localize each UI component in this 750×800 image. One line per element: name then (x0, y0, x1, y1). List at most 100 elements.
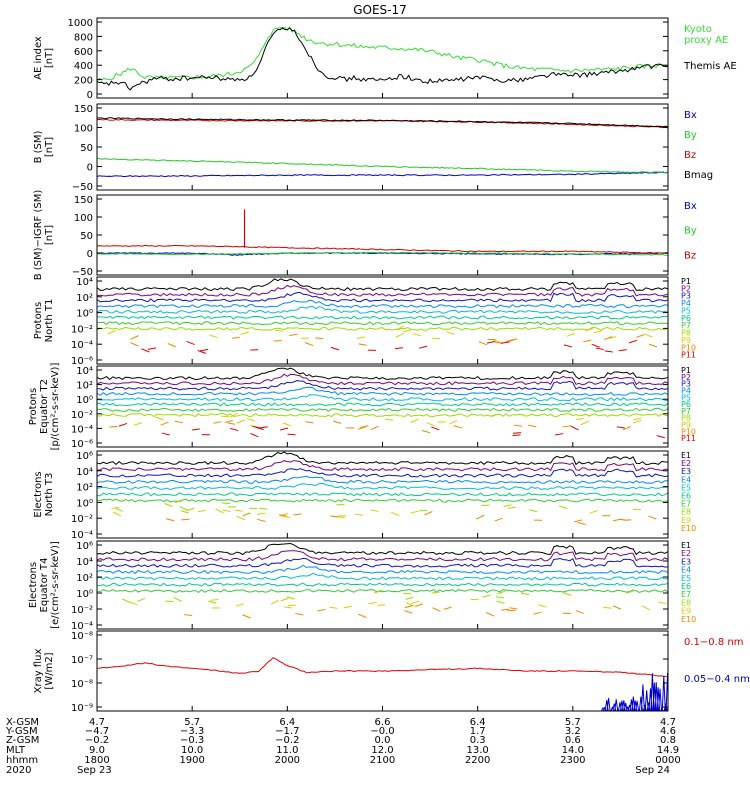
flux-channel-e10 (414, 603, 424, 607)
flux-channel-p8 (97, 412, 668, 418)
flux-channel-e9 (279, 512, 288, 517)
y-tick-label: 10⁻⁶ (71, 356, 93, 367)
flux-channel-p9 (644, 333, 653, 338)
flux-channel-p10 (648, 343, 658, 348)
flux-channel-p5 (97, 305, 668, 314)
x-axis-value: −4.7 (85, 726, 109, 737)
y-tick-label: 10⁴ (76, 557, 93, 568)
y-tick-label: 10⁰ (76, 395, 93, 406)
legend-e2: E2 (681, 459, 691, 468)
y-tick-label: 600 (74, 47, 93, 58)
flux-channel-p11 (618, 349, 627, 352)
flux-channel-p9 (412, 333, 422, 337)
panel-frame (96, 17, 669, 99)
x-axis-value: 5.7 (184, 717, 200, 728)
x-axis-value: 4.6 (660, 726, 676, 737)
legend-entry: 0.1−0.8 nm (684, 637, 743, 648)
legend-entry: Bz (684, 250, 696, 261)
legend-e4: E4 (681, 566, 691, 575)
flux-channel-e10 (404, 610, 413, 614)
legend-e1: E1 (681, 541, 691, 550)
x-axis-value: 2300 (560, 755, 585, 766)
legend-p11: P11 (681, 434, 696, 443)
flux-channel-e9 (111, 506, 120, 510)
flux-channel-p10 (636, 334, 645, 338)
flux-channel-p10 (583, 339, 592, 343)
flux-channel-p9 (209, 334, 218, 339)
flux-channel-e9 (667, 517, 668, 519)
flux-channel-e8 (174, 499, 184, 504)
legend: Bx By Bz Bmag (684, 110, 713, 181)
legend-e6: E6 (681, 582, 691, 591)
flux-channel-p10 (513, 424, 523, 427)
flux-channel-p10 (370, 425, 379, 431)
y-tick-label: 0 (87, 90, 93, 101)
flux-channel-p11 (230, 427, 239, 432)
y-axis-label: ElectronsEquator T4[e/(cm²-s-sr-keV)] (28, 541, 61, 629)
legend-p9: P9 (681, 336, 691, 345)
y-tick-label: 10⁶ (76, 451, 93, 462)
x-axis-value: 1900 (179, 755, 204, 766)
legend-p10: P10 (681, 343, 696, 352)
panel-protons_t2: 10⁴ 10² 10⁰ 10⁻² 10⁻⁴ 10⁻⁶ ProtonsEquator T2[p… (28, 363, 696, 451)
flux-channel-p10 (622, 426, 631, 431)
y-tick-label: 10⁻⁸ (71, 631, 93, 642)
legend-p7: P7 (681, 407, 691, 416)
flux-channel-e9 (236, 515, 246, 521)
flux-channel-p11 (197, 350, 207, 354)
panel-frame (96, 194, 669, 276)
x-axis-value: 11.0 (276, 745, 298, 756)
y-tick-label: 10² (76, 293, 93, 304)
flux-channel-e8 (403, 592, 412, 595)
flux-channel-p11 (255, 426, 264, 431)
flux-channel-e10 (577, 521, 586, 526)
plot-area (97, 278, 668, 354)
flux-channel-p1 (97, 367, 668, 381)
x-axis-value: 4.7 (660, 717, 676, 728)
x-axis-value: 0.3 (470, 735, 486, 746)
y-tick-label: 100 (74, 124, 93, 135)
legend-e8: E8 (681, 508, 691, 517)
flux-channel-e10 (293, 513, 302, 516)
flux-channel-p11 (656, 435, 665, 439)
legend-entry: By (684, 226, 697, 237)
legend-e3: E3 (681, 557, 691, 566)
flux-channel-p10 (528, 424, 537, 428)
flux-channel-p11 (259, 426, 268, 429)
flux-channel-e10 (184, 614, 193, 617)
flux-channel-p10 (289, 333, 298, 337)
flux-channel-p9 (580, 420, 589, 426)
flux-channel-p9 (403, 329, 412, 333)
y-tick-label: 150 (74, 104, 93, 115)
legend-p1: P1 (681, 366, 691, 375)
y-tick-label: 10² (76, 483, 93, 494)
flux-channel-p9 (633, 417, 642, 421)
x-axis-value: 1800 (84, 755, 109, 766)
flux-channel-p11 (200, 348, 209, 352)
legend-p1: P1 (681, 277, 691, 286)
plot-area (97, 367, 668, 439)
flux-channel-p11 (486, 340, 496, 344)
flux-channel-e8 (114, 507, 123, 512)
flux-channel-e9 (270, 600, 280, 605)
series-bmag (97, 117, 668, 128)
flux-channel-e10 (295, 612, 304, 616)
flux-channel-p10 (305, 421, 314, 424)
flux-channel-e8 (137, 597, 146, 603)
y-tick-label: 50 (80, 143, 93, 154)
flux-channel-e10 (574, 519, 583, 523)
flux-channel-e8 (164, 503, 173, 508)
x-axis-value: 6.4 (279, 717, 295, 728)
flux-channel-e9 (283, 606, 292, 609)
flux-channel-e9 (343, 605, 352, 609)
flux-channel-e9 (329, 606, 338, 609)
flux-channel-p10 (130, 342, 139, 347)
flux-channel-e8 (495, 596, 505, 599)
legend-p3: P3 (681, 380, 691, 389)
x-axis-value: −3.3 (180, 726, 204, 737)
flux-channel-e8 (497, 590, 506, 595)
flux-channel-p11 (512, 432, 522, 434)
flux-channel-e9 (658, 601, 667, 605)
